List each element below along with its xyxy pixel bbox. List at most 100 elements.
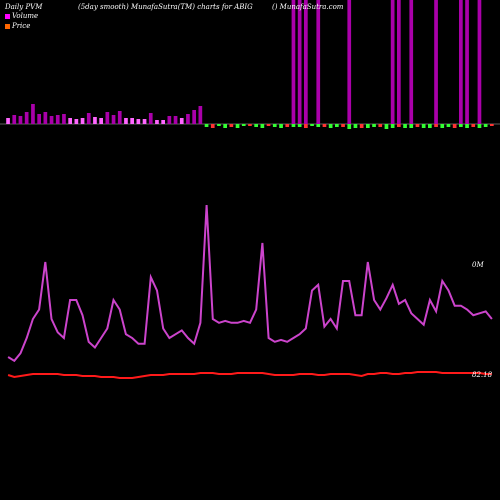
pvm-bar	[366, 124, 370, 128]
pvm-bar	[99, 118, 103, 124]
pvm-bar	[459, 124, 463, 127]
pvm-bar	[136, 119, 141, 124]
pvm-bar	[465, 0, 469, 124]
pvm-bar	[322, 124, 327, 127]
pvm-bar	[86, 113, 91, 124]
pvm-bar	[279, 124, 283, 128]
pvm-bar	[421, 124, 426, 128]
legend-price: Price	[5, 22, 30, 30]
pvm-bar	[186, 114, 190, 124]
pvm-bar	[37, 114, 41, 124]
pvm-bar	[241, 124, 246, 126]
pvm-bar	[229, 124, 234, 127]
pvm-bar	[272, 124, 277, 127]
pvm-bar	[291, 0, 296, 124]
volume-axis-label: 0M	[472, 261, 484, 269]
pvm-bar	[397, 0, 401, 124]
price-swatch-icon	[5, 23, 10, 29]
pvm-bar	[111, 115, 116, 124]
pvm-bar	[403, 124, 407, 128]
pvm-bar	[347, 0, 352, 124]
pvm-bar	[260, 124, 265, 128]
pvm-bar	[304, 124, 308, 128]
pvm-bar	[490, 124, 494, 126]
pvm-bar	[452, 124, 457, 128]
pvm-bar	[24, 112, 29, 124]
pvm-bar	[459, 0, 463, 124]
pvm-bar	[471, 124, 476, 127]
pvm-bar	[390, 124, 395, 128]
pvm-bar	[12, 115, 17, 124]
pvm-bar	[378, 124, 383, 127]
chart-title: (5day smooth) MunafaSutra(TM) charts for…	[78, 3, 253, 11]
pvm-bar	[316, 124, 321, 127]
pvm-bar	[409, 0, 414, 124]
pvm-bar	[477, 124, 482, 128]
pvm-bar	[353, 124, 358, 128]
pvm-bar	[155, 120, 159, 124]
pvm-bar	[93, 117, 97, 124]
pvm-bar	[18, 116, 23, 124]
pvm-bar	[477, 0, 482, 124]
price-axis-label: 82.18	[472, 371, 493, 379]
pvm-bar	[409, 124, 414, 128]
pvm-bar	[434, 0, 438, 124]
pvm-bar	[55, 115, 60, 124]
pvm-bar	[328, 124, 333, 128]
pvm-bar	[6, 118, 10, 124]
pvm-bar	[217, 124, 221, 126]
chart-type-label: Daily PVM	[5, 3, 43, 11]
pvm-bar	[80, 118, 85, 124]
pvm-bar	[335, 124, 339, 127]
pvm-bar	[465, 124, 469, 128]
pvm-bar	[49, 116, 54, 124]
pvm-bar	[204, 124, 209, 127]
pvm-bar	[285, 124, 290, 127]
pvm-bar	[173, 116, 178, 124]
site-credit: () MunafaSutra.com	[272, 3, 344, 11]
pvm-bar	[341, 124, 345, 127]
pvm-bar	[390, 0, 395, 124]
pvm-bar	[210, 124, 215, 128]
pvm-bar	[316, 0, 321, 124]
pvm-bar	[254, 124, 258, 127]
pvm-bar	[68, 118, 72, 124]
pvm-bar	[310, 124, 314, 126]
pvm-bar	[359, 124, 364, 128]
pvm-bar	[297, 124, 302, 127]
pvm-bar	[192, 110, 196, 124]
pvm-bar	[142, 119, 147, 124]
pvm-bar	[428, 124, 432, 128]
pvm-bar	[124, 118, 128, 124]
pvm-bar	[235, 124, 240, 128]
pvm-bar	[297, 0, 302, 124]
pvm-bar	[446, 124, 451, 127]
pvm-bar	[347, 124, 352, 129]
pvm-bar	[130, 118, 134, 124]
pvm-bar	[483, 124, 488, 127]
pvm-bar	[198, 106, 203, 124]
pvm-bar	[167, 116, 172, 124]
pvm-bar	[434, 124, 438, 127]
pvm-bar	[62, 114, 66, 124]
pvm-bar	[397, 124, 401, 127]
pvm-bar	[43, 112, 48, 124]
pvm-bar	[161, 120, 165, 124]
pvm-bars	[6, 0, 494, 129]
pvm-bar	[304, 0, 308, 124]
pvm-bar	[148, 113, 153, 124]
pvm-bar	[415, 124, 420, 127]
pvm-bar	[117, 111, 122, 124]
volume-swatch-icon	[5, 13, 10, 19]
pvm-bar	[384, 124, 389, 129]
price-line	[7, 371, 492, 379]
pvm-bar	[291, 124, 296, 127]
pvm-bar	[179, 118, 184, 124]
pvm-bar	[105, 112, 110, 124]
pvm-bar	[74, 119, 79, 124]
pvm-bar	[372, 124, 376, 127]
pvm-bar	[440, 124, 445, 128]
volume-line	[7, 204, 493, 363]
legend-volume: Volume	[5, 12, 38, 20]
